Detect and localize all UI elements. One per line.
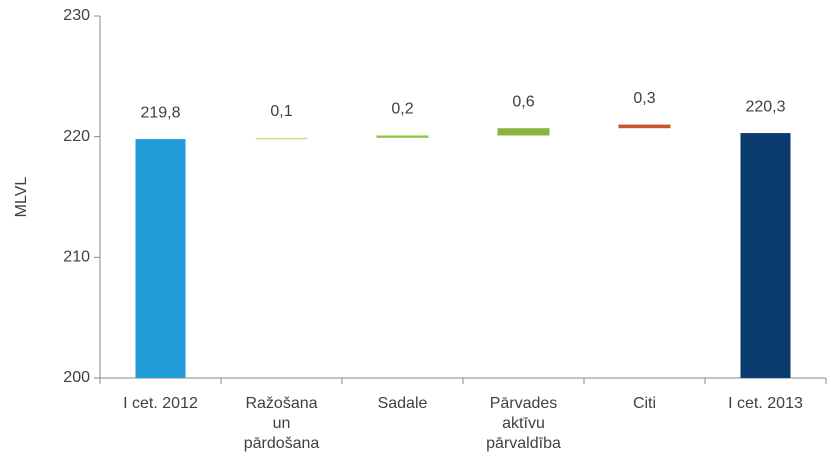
value-label: 220,3 — [745, 98, 785, 115]
y-tick-label: 210 — [63, 249, 90, 266]
value-label: 219,8 — [140, 104, 180, 121]
x-tick-label: I cet. 2013 — [728, 395, 803, 412]
bar — [376, 135, 429, 138]
x-tick-label: Ražošana un pārdošana — [243, 395, 320, 452]
x-tick-label: I cet. 2012 — [123, 395, 198, 412]
y-tick-label: 200 — [63, 369, 90, 386]
y-tick-label: 230 — [63, 7, 90, 24]
bar — [497, 128, 550, 136]
x-tick-label: Sadale — [377, 395, 428, 412]
bar — [135, 139, 186, 378]
value-label: 0,6 — [512, 93, 534, 110]
y-axis-label: MLVL — [13, 177, 30, 218]
value-label: 0,2 — [391, 101, 413, 118]
y-tick-label: 220 — [63, 128, 90, 145]
bar — [618, 124, 671, 129]
bar — [740, 133, 791, 378]
x-tick-label: Citi — [632, 395, 657, 412]
value-label: 0,3 — [633, 90, 655, 107]
value-label: 0,1 — [270, 103, 292, 120]
x-tick-label: Pārvades aktīvu pārvaldība — [486, 395, 561, 452]
bar — [255, 137, 308, 140]
